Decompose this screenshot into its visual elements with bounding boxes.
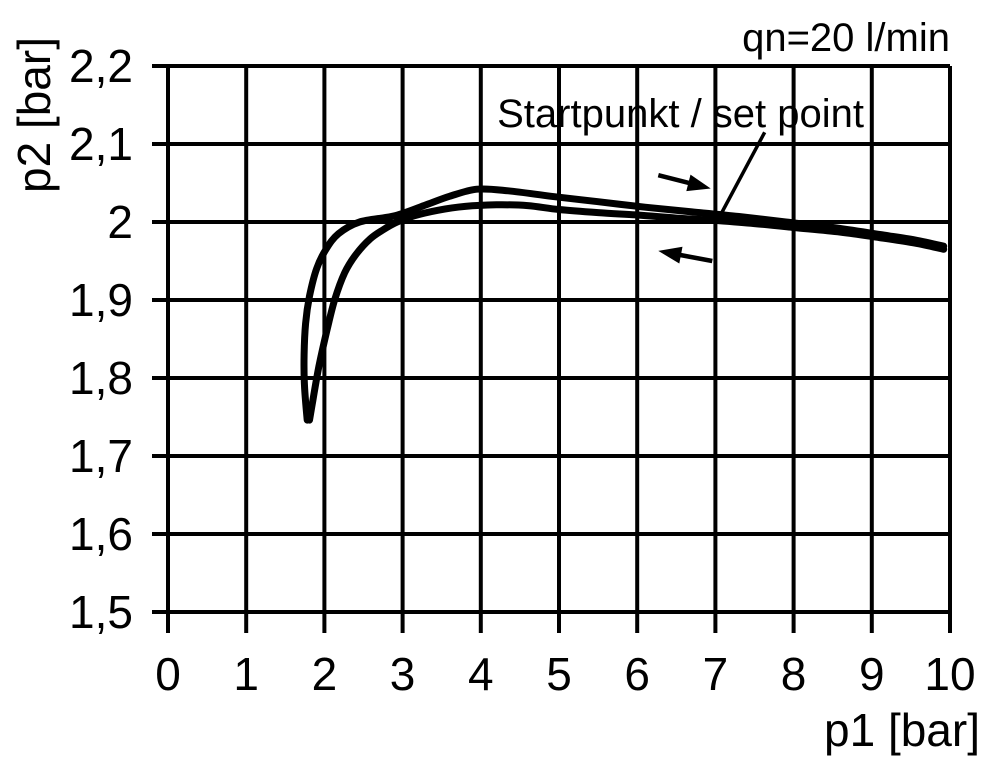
y-tick-label: 1,8: [69, 352, 133, 404]
tick-label-layer: 0 1 2 3 4 5 6 7 8 9 102,22,121,91,81,71,61,5: [69, 40, 976, 700]
y-tick-label: 2,2: [69, 40, 133, 92]
curve-return: [306, 201, 948, 424]
x-tick-label: 2: [312, 648, 338, 700]
y-tick-label: 1,9: [69, 274, 133, 326]
y-tick-label: 1,5: [69, 586, 133, 638]
x-tick-label: 9: [859, 648, 885, 700]
y-tick-label: 1,7: [69, 430, 133, 482]
direction-arrow-shaft-right: [657, 173, 691, 186]
y-tick-label: 2: [107, 196, 133, 248]
x-tick-label: 6: [624, 648, 650, 700]
y-tick-label: 1,6: [69, 508, 133, 560]
x-tick-label: 8: [781, 648, 807, 700]
y-tick-label: 2,1: [69, 118, 133, 170]
curve-forward: [300, 185, 948, 424]
direction-arrow-head-left-icon: [658, 246, 683, 264]
set-point-leader-line: [718, 131, 767, 217]
x-tick-label: 5: [546, 648, 572, 700]
direction-arrow-shaft-left: [678, 252, 713, 264]
x-tick-label: 7: [703, 648, 729, 700]
direction-arrow-head-right-icon: [686, 174, 711, 192]
grid-layer: [152, 64, 952, 633]
x-tick-label: 4: [468, 648, 494, 700]
flow-rate-label: qn=20 l/min: [742, 16, 950, 60]
x-axis-label: p1 [bar]: [824, 704, 980, 756]
x-tick-label: 1: [233, 648, 259, 700]
annotation-layer: [657, 131, 767, 264]
x-tick-label: 10: [924, 648, 975, 700]
set-point-label: Startpunkt / set point: [497, 92, 864, 136]
x-tick-label: 3: [390, 648, 416, 700]
x-tick-label: 0: [155, 648, 181, 700]
curve-layer: [300, 185, 948, 424]
y-axis-label: p2 [bar]: [8, 37, 60, 193]
